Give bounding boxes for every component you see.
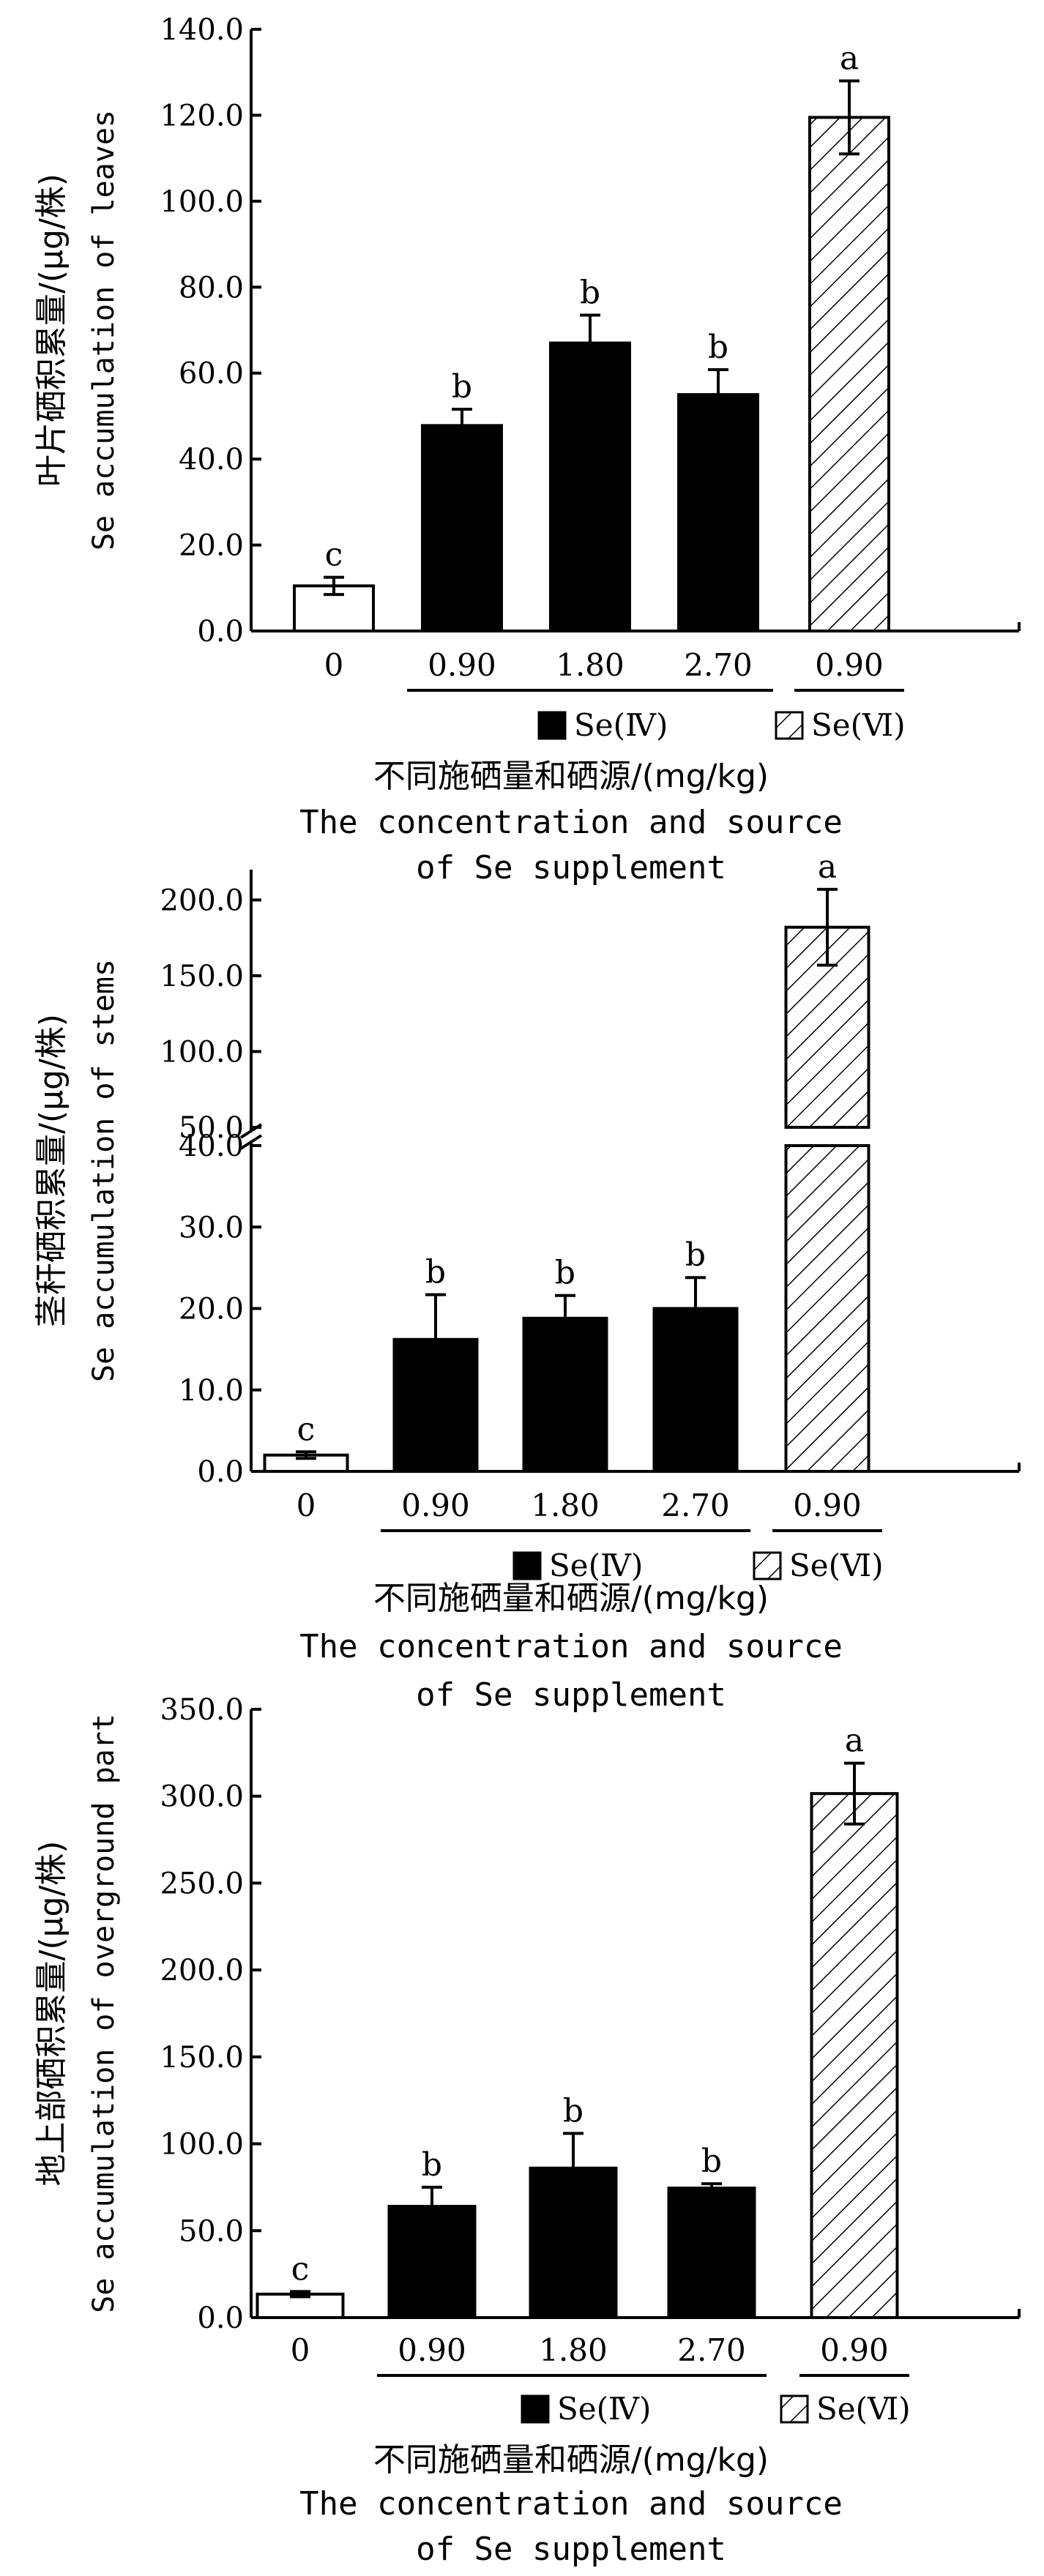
y-tick-label: 250.0: [160, 1867, 244, 1900]
y-tick-label: 10.0: [179, 1374, 244, 1408]
y-tick-label: 80.0: [179, 271, 244, 305]
significance-letter: b: [425, 1254, 446, 1291]
category-label: 0: [297, 1487, 316, 1523]
significance-letter: b: [555, 1255, 575, 1292]
bar: [784, 1144, 870, 1473]
bar: [392, 1337, 479, 1474]
bar: [387, 2205, 477, 2319]
x-axis-label-zh: 不同施硒量和硒源/(mg/kg): [373, 1580, 769, 1617]
y-tick-label: 30.0: [179, 1211, 244, 1244]
category-label: 2.70: [677, 2332, 746, 2368]
legend-swatch-se6: [780, 2394, 809, 2424]
category-label: 1.80: [556, 647, 624, 683]
significance-letter: c: [325, 537, 343, 574]
legend-swatch-se6: [775, 711, 804, 740]
bar: [677, 393, 759, 632]
legend-swatch-se4: [537, 711, 567, 740]
x-axis-label-zh: 不同施硒量和硒源/(mg/kg): [373, 2441, 769, 2479]
y-tick-label: 200.0: [160, 1954, 244, 1987]
significance-letter: b: [563, 2092, 583, 2129]
y-tick-label: 50.0: [179, 1111, 244, 1145]
category-label: 0: [291, 2332, 310, 2368]
bar: [810, 1792, 899, 2319]
legend-label-se4: Se(Ⅳ): [557, 2391, 651, 2427]
y-tick-label: 300.0: [160, 1780, 244, 1814]
x-axis-label-en: The concentration and source: [299, 804, 843, 841]
y-tick-label: 20.0: [179, 1293, 244, 1326]
y-tick-label: 0.0: [197, 1455, 244, 1489]
x-axis-label-en: The concentration and source: [299, 2485, 843, 2523]
legend-label-se6: Se(Ⅵ): [811, 707, 906, 743]
category-label: 0.90: [398, 2332, 466, 2368]
category-label: 0.90: [401, 1487, 470, 1523]
bar: [529, 2166, 618, 2320]
y-tick-label: 40.0: [179, 443, 244, 477]
x-axis-label-en-line2: of Se supplement: [416, 1676, 726, 1714]
y-tick-label: 150.0: [160, 960, 244, 993]
leaves-panel: 0.0 20.0 40.0 60.0 80.0 100.0 120.0 140.0 c 0 b 0.9…: [33, 13, 1021, 886]
bar: [421, 424, 503, 632]
significance-letter: c: [291, 2250, 310, 2288]
y-axis-label-zh: 地上部硒积累量/(μg/株): [33, 1841, 70, 2187]
significance-letter: b: [580, 274, 600, 311]
y-axis-label-zh: 叶片硒积累量/(μg/株): [33, 173, 70, 487]
y-tick-label: 20.0: [179, 529, 244, 563]
y-tick-label: 100.0: [160, 2128, 244, 2162]
significance-letter: b: [708, 329, 728, 366]
category-label: 0.90: [815, 647, 884, 683]
y-axis-label-en: Se accumulation of stems: [87, 959, 121, 1382]
bar: [549, 341, 631, 632]
legend-label-se4: Se(Ⅳ): [574, 707, 668, 743]
category-label: 1.80: [531, 1487, 600, 1523]
bar: [522, 1316, 608, 1473]
y-tick-label: 200.0: [160, 884, 244, 917]
significance-letter: c: [297, 1411, 316, 1448]
legend-label-se4: Se(Ⅳ): [549, 1548, 643, 1583]
category-label: 0: [324, 647, 344, 683]
significance-letter: b: [452, 368, 472, 406]
y-axis-label-en: Se accumulation of leaves: [87, 110, 121, 550]
y-tick-label: 0.0: [197, 2301, 244, 2335]
overground-panel: 0.0 50.0 100.0 150.0 200.0 250.0 300.0 350.0 c 0 b…: [33, 1693, 1021, 2568]
y-axis-label-zh: 茎秆硒积累量/(μg/株): [33, 1014, 70, 1327]
x-axis-label-en: The concentration and source: [299, 1628, 843, 1665]
y-tick-label: 40.0: [179, 1130, 244, 1163]
y-tick-label: 140.0: [160, 13, 244, 47]
significance-letter: a: [840, 40, 859, 77]
legend-swatch-se4: [512, 1551, 542, 1580]
significance-letter: b: [422, 2146, 442, 2184]
y-tick-label: 150.0: [160, 2041, 244, 2075]
y-tick-label: 120.0: [160, 99, 244, 132]
y-tick-label: 350.0: [160, 1693, 244, 1727]
bar: [652, 1307, 739, 1473]
axis-break-mark: [239, 1134, 263, 1150]
legend-swatch-se4: [521, 2394, 550, 2424]
y-tick-label: 100.0: [160, 185, 244, 219]
legend-label-se6: Se(Ⅵ): [789, 1548, 884, 1583]
significance-letter: b: [701, 2143, 722, 2180]
y-tick-label: 100.0: [160, 1035, 244, 1069]
bar: [808, 116, 890, 633]
significance-letter: b: [685, 1236, 706, 1274]
legend-label-se6: Se(Ⅵ): [816, 2391, 911, 2427]
x-axis-label-en-line2: of Se supplement: [416, 849, 726, 886]
y-tick-label: 0.0: [197, 615, 244, 649]
x-axis-label-en-line2: of Se supplement: [416, 2531, 726, 2568]
category-label: 0.90: [428, 647, 496, 683]
category-label: 2.70: [661, 1487, 730, 1523]
category-label: 2.70: [684, 647, 753, 683]
bar: [667, 2187, 756, 2320]
category-label: 1.80: [539, 2332, 608, 2368]
category-label: 0.90: [820, 2332, 889, 2368]
y-tick-label: 60.0: [179, 357, 244, 391]
y-axis-label-en: Se accumulation of overground part: [87, 1714, 121, 2313]
significance-letter: a: [818, 848, 837, 886]
stems-panel: 0.0 10.0 20.0 30.0 40.050.0 100.0 150.0 200.0 c 0…: [33, 848, 1021, 1714]
category-label: 0.90: [793, 1487, 862, 1523]
significance-letter: a: [845, 1722, 864, 1760]
y-tick-label: 50.0: [179, 2214, 244, 2248]
x-axis-label-zh: 不同施硒量和硒源/(mg/kg): [373, 758, 769, 795]
legend-swatch-se6: [753, 1551, 782, 1580]
